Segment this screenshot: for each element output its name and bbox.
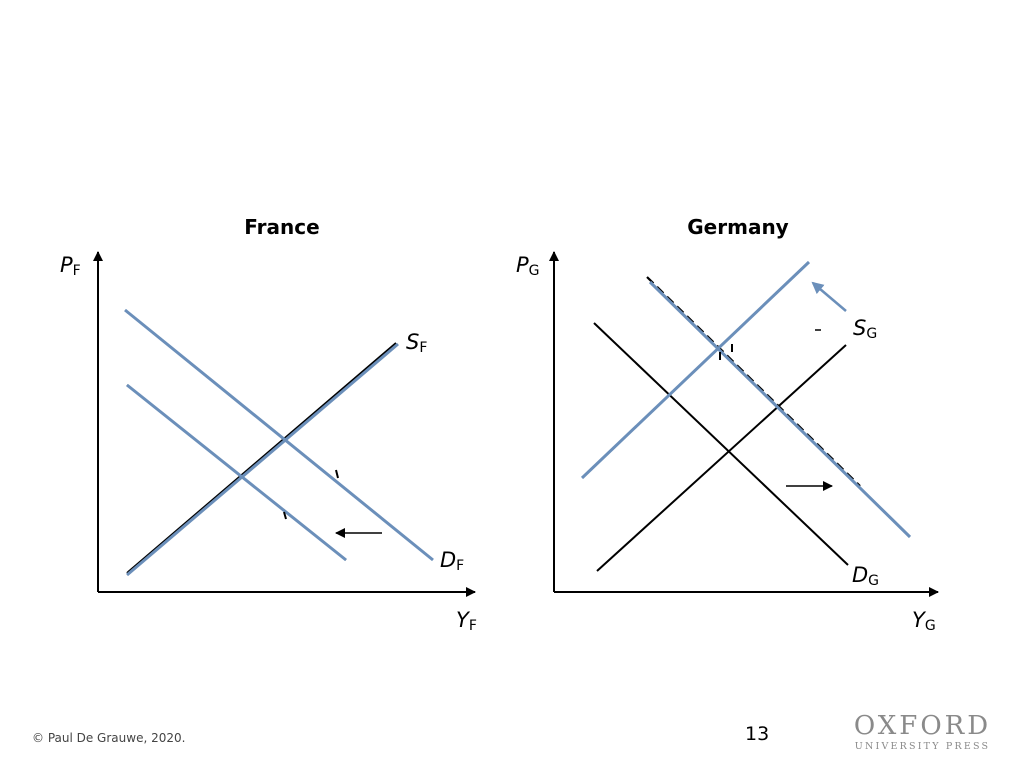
france-supply-black [126, 342, 397, 574]
page-number: 13 [745, 723, 770, 745]
copyright-notice: © Paul De Grauwe, 2020. [32, 731, 186, 745]
france-x-axis-label: YF [456, 608, 477, 634]
germany-panel: Germany PG YG [516, 215, 939, 634]
germany-shifted-supply-blue [580, 260, 811, 480]
france-tick-mark [335, 469, 339, 479]
germany-title: Germany [687, 215, 788, 239]
france-shifted-demand-blue [126, 383, 347, 562]
germany-demand-line [593, 322, 849, 566]
france-y-axis-label: PF [60, 253, 81, 279]
france-panel: France PF YF [60, 215, 477, 634]
logo-subline: UNIVERSITY PRESS [854, 741, 991, 752]
germany-shifted-demand-blue [648, 280, 912, 539]
germany-supply-line [596, 344, 847, 572]
france-supply-blue [126, 342, 399, 577]
germany-supply-label: SG [853, 316, 877, 342]
france-title: France [244, 215, 319, 239]
germany-y-axis-label: PG [516, 253, 540, 279]
france-demand-line [124, 308, 434, 562]
logo-wordmark: OXFORD [853, 711, 992, 741]
germany-demand-label: DG [852, 563, 879, 589]
oxford-logo: OXFORD UNIVERSITY PRESS [850, 712, 995, 753]
france-supply-label: SF [406, 330, 427, 356]
germany-supply-shift-arrow [811, 281, 847, 312]
france-tick-mark [283, 511, 287, 520]
germany-x-axis-label: YG [912, 608, 936, 634]
france-demand-label: DF [440, 548, 464, 574]
